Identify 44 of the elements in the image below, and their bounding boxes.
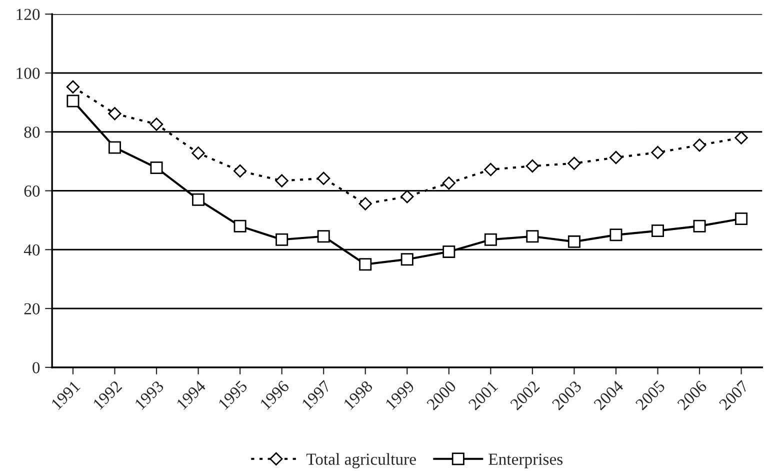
y-tick-label: 0 [32,362,40,374]
point [192,193,205,206]
point [442,176,456,190]
point [192,146,205,160]
point [108,107,122,120]
legend-label: Total agriculture [306,453,416,468]
y-tick-label: 80 [24,126,40,138]
point [66,94,80,108]
point [484,162,498,176]
y-tick-label: 20 [24,303,40,314]
y-tick-label: 40 [24,244,40,256]
point [693,220,706,232]
point [734,131,748,144]
point [108,141,121,154]
point [568,156,581,170]
point [234,220,246,232]
point [692,138,706,152]
point [400,190,414,204]
point [609,150,623,164]
point [66,80,80,94]
point [359,258,372,271]
point [610,228,622,242]
point [400,253,414,266]
y-tick-label: 120 [16,8,40,20]
y-tick-label: 100 [16,68,40,79]
point [651,224,664,238]
point [526,159,540,173]
point [358,197,372,210]
point [276,233,288,246]
point [484,233,497,246]
legend-label: Enterprises [488,454,563,468]
point [651,146,664,160]
point [317,230,330,243]
point [735,212,748,225]
point [568,235,580,248]
point [317,172,330,185]
point [526,230,539,243]
point [233,164,247,178]
point [150,118,164,131]
point [442,245,456,258]
x-tick-label: 1991 [50,380,81,410]
point [275,174,288,188]
point [150,162,163,174]
y-tick-label: 60 [24,185,40,197]
